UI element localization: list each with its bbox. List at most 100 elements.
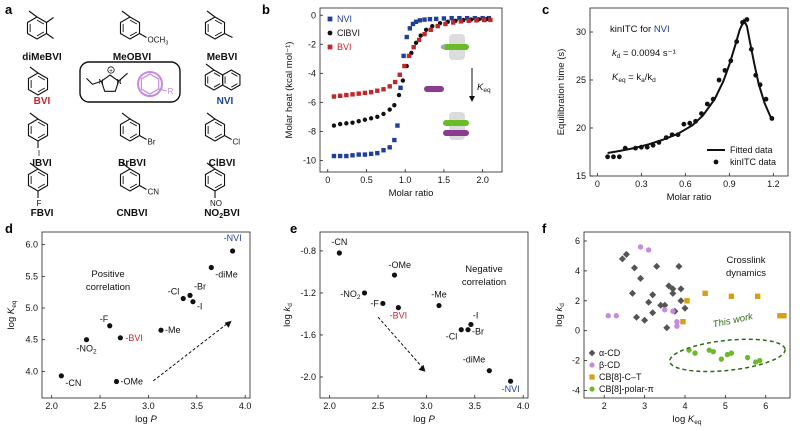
label-part: -Me (431, 290, 447, 300)
data-point-α-CD (661, 301, 669, 309)
label-part: diMeBVI (22, 52, 62, 63)
legend-marker-CB[8]-C–T (589, 374, 595, 380)
legend-marker-β-CD (589, 362, 595, 368)
y-axis-label: log Keq (6, 300, 18, 329)
double-bond (129, 31, 138, 37)
correlation-annotation: correlation (462, 277, 506, 288)
data-point-ClBVI (331, 123, 337, 128)
data-point (468, 321, 474, 328)
substituent-bond (139, 135, 147, 140)
kd-annotation: kd = 0.0094 s⁻¹ (612, 48, 676, 60)
data-point-NVI (375, 150, 380, 156)
data-point-α-CD (632, 313, 641, 321)
double-bond (214, 31, 223, 37)
data-point-ClBVI (396, 92, 402, 98)
CNBVI-structure: CN (119, 162, 159, 197)
data-point (458, 327, 464, 333)
x-tick-label: 4 (682, 401, 687, 411)
data-point (486, 368, 492, 374)
label-part: K (688, 414, 695, 425)
legend-marker-α-CD (588, 349, 596, 357)
label-part: log (282, 312, 293, 327)
x-tick-label: 0 (325, 175, 330, 185)
legend-label-β-CD: β-CD (599, 360, 621, 370)
label-part: a (641, 77, 645, 84)
kinitc-title: kinITC for NVI (610, 24, 670, 35)
label-part: -Me (165, 325, 181, 335)
y-tick-label: -1.6 (300, 330, 316, 340)
label-part: Molar ratio (667, 192, 712, 203)
double-bond (36, 19, 45, 25)
data-point-CB[8]-polar-π (710, 348, 716, 355)
x-tick-label: 6 (763, 401, 768, 411)
data-point-BVI (331, 94, 337, 99)
data-point-β-CD (674, 319, 680, 325)
data-point-BVI (392, 79, 398, 85)
y-axis-label: Equilibration time (s) (556, 49, 567, 136)
data-point-BVI (387, 84, 392, 89)
y-tick-label: -10 (303, 155, 316, 165)
data-point-CB[8]-polar-π (718, 356, 725, 362)
data-point-CB[8]-C–T (684, 298, 690, 304)
benzyl-ring (140, 73, 160, 95)
data-point (113, 378, 120, 385)
label-part: 3 (165, 41, 168, 47)
data-point-α-CD (677, 297, 685, 305)
data-point-BVI (481, 17, 487, 23)
data-point (208, 264, 214, 271)
data-point (187, 292, 193, 298)
kinitc-data-point (633, 145, 638, 151)
data-point-BVI (397, 72, 402, 77)
y-tick-label: 2 (575, 296, 580, 306)
label-part: Equilibration time (s) (556, 49, 567, 136)
complex-polymer (443, 130, 469, 136)
label-part: -OMe (388, 260, 411, 270)
data-point (336, 250, 342, 256)
guest-head (440, 44, 446, 50)
x-tick-label: 3.5 (191, 401, 204, 411)
label-part: -F (370, 298, 379, 308)
data-point-BVI (337, 93, 343, 99)
x-tick-label: 2.5 (372, 401, 385, 411)
point-label: -CN (65, 378, 81, 388)
data-point-α-CD (645, 298, 653, 306)
vinyl-bond (86, 77, 102, 85)
label-part: -CN (331, 237, 347, 247)
label-part: -CN (65, 378, 81, 388)
kinitc-data-point (644, 144, 650, 150)
label-part: Cl (233, 138, 241, 147)
substituent-label: OCH3 (148, 36, 169, 47)
label-part: eq (618, 77, 626, 84)
data-point-NVI (410, 21, 416, 27)
data-point-NVI (398, 85, 403, 91)
label-part: ClBVI (209, 158, 236, 169)
legend-label-kinitc: kinITC data (730, 157, 776, 167)
data-point-α-CD (663, 324, 671, 332)
label-part: NO (210, 199, 222, 208)
legend-label-α-CD: α-CD (599, 348, 621, 358)
MeBVI-structure (204, 10, 233, 40)
data-point-α-CD (630, 264, 639, 272)
NO2BVI-structure: NO (204, 162, 226, 208)
y-axis-label: Molar heat (kcal mol⁻¹) (284, 42, 295, 139)
label-part: BVI (223, 208, 240, 219)
y-tick-label: 5.5 (25, 271, 38, 281)
label-part: NVI (217, 96, 234, 107)
kinitc-data-point (656, 140, 662, 145)
data-point-α-CD (622, 250, 630, 258)
data-point-β-CD (613, 313, 620, 319)
x-tick-label: 0.6 (679, 179, 692, 189)
legend-marker-NVI (327, 16, 333, 22)
data-point-NVI (387, 145, 392, 150)
ring-bond (204, 118, 226, 142)
panel-label-c: c (542, 2, 549, 17)
point-label: -Cl (168, 287, 180, 297)
label-part: NO (204, 208, 219, 219)
x-axis-label: log P (135, 414, 157, 425)
data-point-NVI (407, 26, 413, 31)
y-tick-label: 20 (576, 123, 586, 133)
label-part: P (428, 414, 435, 425)
data-point-BVI (411, 44, 416, 50)
point-label: -Me (165, 325, 181, 335)
